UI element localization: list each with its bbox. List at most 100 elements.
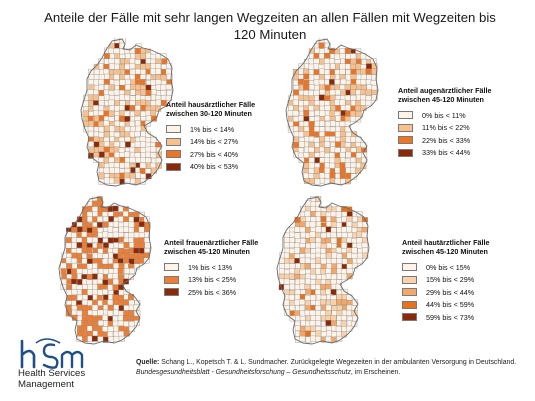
district-cell <box>133 232 140 238</box>
district-cell <box>366 63 372 70</box>
district-cell <box>298 115 305 122</box>
district-cell <box>150 105 156 112</box>
district-cell <box>303 131 310 138</box>
district-cell <box>297 126 304 133</box>
district-cell <box>320 232 327 239</box>
district-cell <box>314 84 320 91</box>
district-cell <box>91 310 98 316</box>
district-cell <box>309 231 316 238</box>
district-cell <box>108 162 115 169</box>
district-cell <box>345 167 352 174</box>
district-cell <box>82 299 88 306</box>
district-cell <box>330 299 337 306</box>
legend-hautarzt: Anteil hautärztlicher Fälle zwischen 45-1… <box>402 238 489 324</box>
district-cell <box>135 68 141 75</box>
legend-title-line-2: zwischen 45-120 Minuten <box>164 247 250 256</box>
district-cell <box>124 157 131 164</box>
district-cell <box>98 100 105 107</box>
district-cell <box>309 151 316 158</box>
district-cell <box>350 84 357 91</box>
district-cell <box>87 283 94 290</box>
district-cell <box>292 116 299 123</box>
district-cell <box>70 258 77 264</box>
district-cell <box>87 141 94 148</box>
district-cell <box>123 258 130 264</box>
district-cell <box>335 115 342 122</box>
district-cell <box>325 237 332 244</box>
district-cell <box>336 258 343 264</box>
district-cell <box>118 236 125 243</box>
district-cell <box>112 205 119 212</box>
district-cell <box>103 177 110 184</box>
district-cell <box>346 221 353 228</box>
district-cell <box>330 221 337 228</box>
legend-swatch <box>164 263 179 272</box>
district-cell <box>314 110 321 116</box>
district-cell <box>320 310 326 317</box>
district-cell <box>292 110 299 117</box>
district-cell <box>118 305 125 312</box>
district-cell <box>360 79 367 85</box>
district-cell <box>109 167 115 174</box>
district-cell <box>289 231 295 238</box>
hsm-logo-mark <box>20 338 84 369</box>
district-cell <box>313 63 320 70</box>
district-cell <box>308 157 315 164</box>
district-cell <box>81 258 88 265</box>
district-cell <box>315 257 321 264</box>
district-cell <box>140 53 146 60</box>
district-cell <box>298 63 305 70</box>
district-cell <box>292 99 299 106</box>
district-cell <box>300 231 307 238</box>
district-cell <box>66 289 72 296</box>
district-cell <box>113 48 120 54</box>
district-cell <box>308 110 315 117</box>
district-cell <box>329 157 336 164</box>
district-cell <box>294 242 301 249</box>
district-cell <box>303 172 310 179</box>
district-cell <box>310 253 316 260</box>
district-cell <box>304 300 311 307</box>
district-cell <box>124 78 131 85</box>
district-cell <box>313 89 320 96</box>
district-cell <box>339 167 346 174</box>
legend-swatch <box>164 288 179 297</box>
legend-swatch <box>402 313 417 322</box>
district-cell <box>324 141 331 148</box>
district-cell <box>350 53 357 60</box>
district-cell <box>108 105 115 111</box>
district-cell <box>98 146 105 153</box>
district-cell <box>114 53 121 60</box>
district-cell <box>288 294 295 301</box>
district-cell <box>313 53 320 59</box>
district-cell <box>93 110 100 117</box>
district-cell <box>350 79 357 85</box>
district-cell <box>340 89 347 96</box>
district-cell <box>118 330 125 337</box>
district-cell <box>144 242 151 249</box>
district-cell <box>356 146 362 153</box>
district-cell <box>140 157 146 163</box>
district-cell <box>122 211 129 217</box>
district-cell <box>365 68 372 75</box>
district-cell <box>360 89 367 96</box>
district-cell <box>330 289 337 296</box>
district-cell <box>329 89 336 96</box>
district-cell <box>134 320 140 327</box>
district-cell <box>140 69 147 75</box>
district-cell <box>119 79 126 86</box>
district-cell <box>113 146 120 153</box>
district-cell <box>160 84 167 91</box>
district-cell <box>134 105 141 111</box>
district-cell <box>344 84 351 90</box>
district-cell <box>350 157 356 163</box>
district-cell <box>283 278 290 285</box>
district-cell <box>102 314 109 321</box>
district-cell <box>341 242 347 249</box>
district-cell <box>113 242 120 249</box>
district-cell <box>335 141 341 148</box>
district-cell <box>331 320 338 327</box>
district-cell <box>66 284 73 291</box>
district-cell <box>123 226 129 233</box>
district-cell <box>308 63 315 70</box>
